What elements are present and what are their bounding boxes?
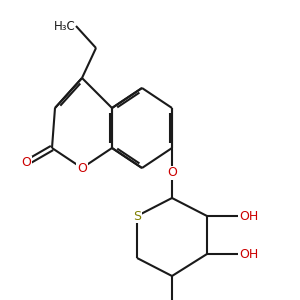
Text: H₃C: H₃C [54, 20, 76, 32]
Text: OH: OH [239, 248, 258, 260]
Text: O: O [167, 167, 177, 179]
Text: S: S [133, 209, 141, 223]
Text: OH: OH [239, 209, 258, 223]
Text: O: O [77, 161, 87, 175]
Text: O: O [21, 157, 31, 169]
